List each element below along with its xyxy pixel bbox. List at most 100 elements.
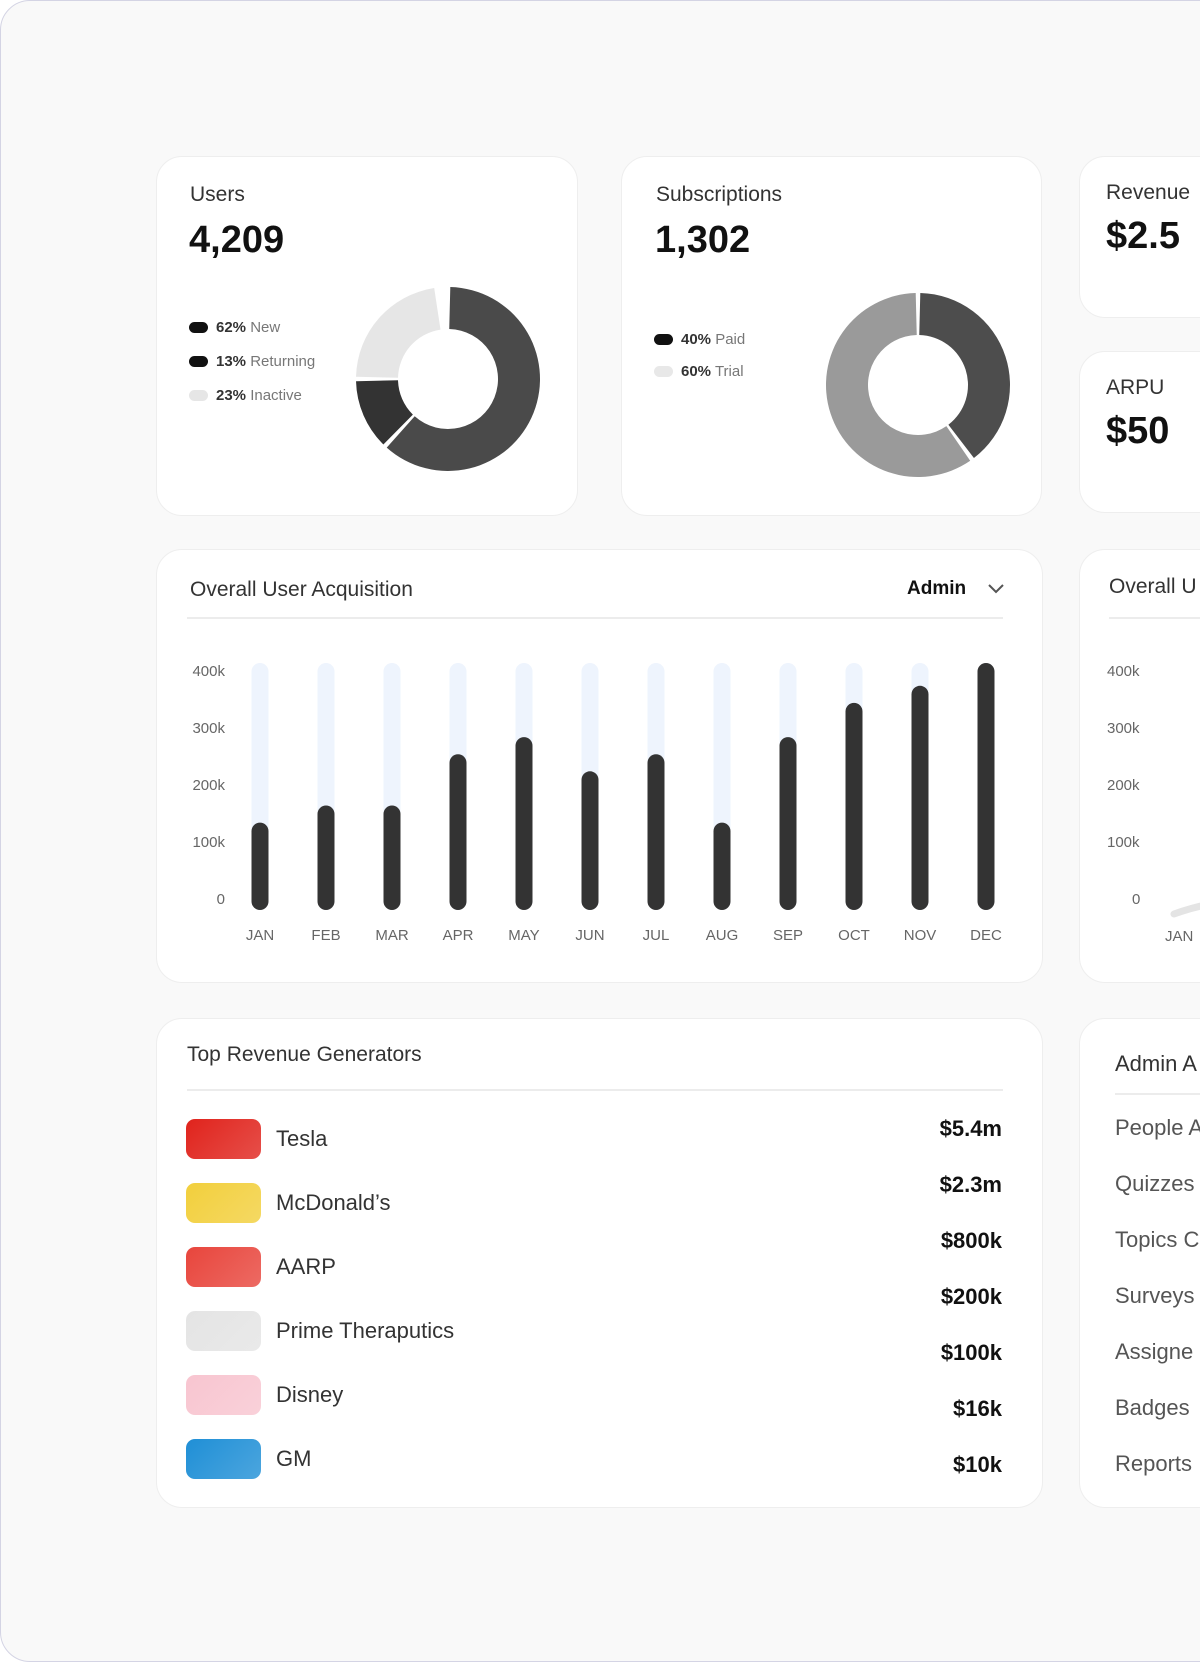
legend-item: 23% Inactive [189, 387, 302, 404]
card-title: Top Revenue Generators [187, 1043, 422, 1066]
company-logo [186, 1439, 261, 1479]
company-name: Tesla [276, 1126, 328, 1151]
legend-percent: 13% [216, 353, 247, 370]
bar [515, 737, 533, 910]
y-tick-label: 0 [1132, 891, 1141, 908]
x-tick-label: JAN [246, 927, 274, 944]
company-name: AARP [276, 1254, 336, 1279]
y-tick-label: 300k [1107, 720, 1140, 737]
admin-link[interactable]: Topics C [1115, 1227, 1200, 1252]
company-name: Disney [276, 1382, 344, 1407]
x-tick-label: JUL [643, 927, 670, 944]
bar [317, 805, 335, 910]
revenue-amount: $2.3m [939, 1172, 1002, 1197]
top-revenue-card: Top Revenue Generators Tesla McDonald’s AA… [156, 1018, 1043, 1508]
revenue-amount: $5.4m [939, 1116, 1002, 1141]
legend-swatch [654, 334, 673, 345]
bar [845, 702, 863, 910]
company-logo [186, 1119, 261, 1159]
divider [1109, 617, 1200, 619]
card-value: 4,209 [189, 219, 285, 261]
company-name: McDonald’s [276, 1190, 391, 1215]
y-tick-label: 200k [1107, 777, 1140, 794]
donut [356, 287, 540, 471]
legend-item: 60% Trial [654, 363, 744, 380]
donut-segment [356, 288, 441, 378]
admin-link[interactable]: Reports [1115, 1451, 1193, 1476]
donut-segment [826, 293, 971, 477]
divider [187, 617, 1003, 619]
company-name: Prime Theraputics [276, 1318, 455, 1343]
y-tick-label: 100k [192, 834, 225, 851]
x-tick-label: SEP [773, 927, 803, 944]
filter-dropdown[interactable]: Admin [907, 578, 967, 599]
arpu-card: ARPU $50 [1079, 351, 1200, 513]
x-tick-label: JAN [1165, 928, 1194, 945]
admin-link[interactable]: Badges [1115, 1395, 1190, 1420]
card-value: $50 [1106, 410, 1170, 452]
legend-percent: 60% [681, 363, 712, 380]
legend-swatch [189, 356, 208, 367]
legend-name: New [250, 319, 281, 336]
card-title: ARPU [1106, 376, 1165, 399]
y-tick-label: 200k [192, 777, 225, 794]
second-chart-card: Overall U 400k 300k 200k 100k 0 JAN [1079, 549, 1200, 983]
legend-name: Returning [250, 353, 316, 370]
revenue-amount: $200k [940, 1284, 1002, 1309]
legend-name: Paid [715, 331, 746, 348]
acquisition-card: Overall User Acquisition Admin 0 100k 200k… [156, 549, 1043, 983]
users-card: Users 4,209 62% New 13% Returning 23% Inac… [156, 156, 578, 516]
company-logo [186, 1375, 261, 1415]
bar [713, 822, 731, 910]
admin-card: Admin A People A Quizzes Topics C Surveys As… [1079, 1018, 1200, 1508]
company-name: GM [276, 1446, 312, 1471]
card-title: Admin A [1115, 1051, 1197, 1076]
x-tick-label: MAY [508, 927, 539, 944]
x-tick-label: MAR [375, 927, 409, 944]
legend-swatch [654, 366, 673, 377]
y-tick-label: 300k [192, 720, 225, 737]
legend-name: Trial [714, 363, 744, 380]
admin-link[interactable]: Quizzes [1115, 1171, 1195, 1196]
divider [1115, 1093, 1200, 1095]
chart-title: Overall User Acquisition [190, 578, 413, 601]
bar [911, 685, 929, 910]
company-logo [186, 1247, 261, 1287]
admin-link[interactable]: Surveys [1115, 1283, 1195, 1308]
legend-swatch [189, 322, 208, 333]
bar [581, 771, 599, 910]
bar [977, 663, 995, 910]
bar [383, 805, 401, 910]
revenue-amount: $16k [953, 1396, 1002, 1421]
x-tick-label: AUG [706, 927, 739, 944]
x-tick-label: FEB [311, 927, 340, 944]
x-tick-label: DEC [970, 927, 1002, 944]
x-tick-label: JUN [575, 927, 604, 944]
legend-item: 13% Returning [189, 353, 315, 370]
legend-item: 62% New [189, 319, 280, 336]
y-tick-label: 0 [217, 891, 225, 908]
bar-chart: 0 100k 200k 300k 400k JAN FEB MAR APR MAY JUN JUL AU… [192, 663, 1002, 944]
legend-percent: 23% [216, 387, 247, 404]
admin-link[interactable]: People A [1115, 1115, 1200, 1140]
bar [647, 754, 665, 910]
x-tick-label: NOV [904, 927, 937, 944]
card-title: Users [190, 183, 245, 206]
company-logo [186, 1311, 261, 1351]
legend-swatch [189, 390, 208, 401]
revenue-card: Revenue $2.5 [1079, 156, 1200, 318]
x-tick-label: OCT [838, 927, 870, 944]
legend-percent: 40% [681, 331, 712, 348]
chevron[interactable] [987, 583, 1005, 595]
revenue-amount: $10k [953, 1452, 1002, 1477]
revenue-amount: $100k [940, 1340, 1002, 1365]
admin-link[interactable]: Assigne [1115, 1339, 1194, 1364]
y-tick-label: 100k [1107, 834, 1140, 851]
subscriptions-card: Subscriptions 1,302 40% Paid 60% Trial [621, 156, 1042, 516]
bar [449, 754, 467, 910]
card-value: 1,302 [655, 219, 751, 261]
legend-item: 40% Paid [654, 331, 745, 348]
x-tick-label: APR [443, 927, 474, 944]
divider [187, 1089, 1003, 1091]
